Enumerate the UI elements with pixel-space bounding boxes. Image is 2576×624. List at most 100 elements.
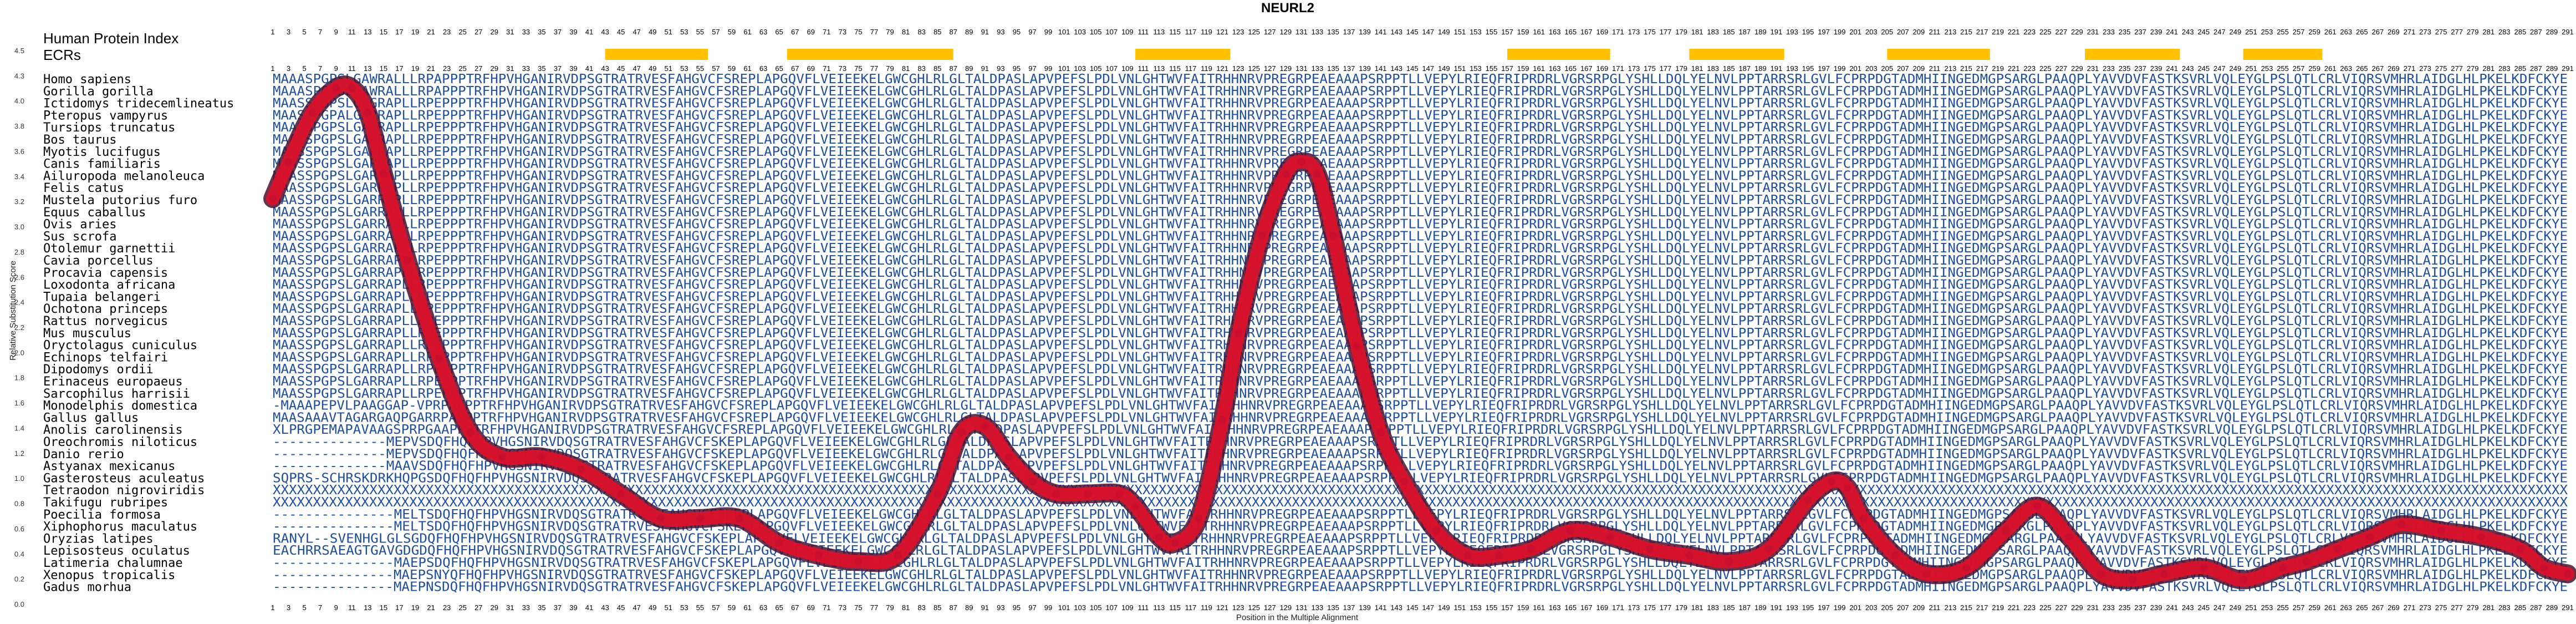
y-tick-7: 3.0 — [14, 223, 24, 231]
human-index-tick-231: 231 — [2087, 28, 2099, 36]
human-index-tick-31: 31 — [506, 28, 514, 36]
sequence-row: MAASSPGPSLGARRAPLLRPEPPPTRFHPVHGANIRVDPS… — [273, 217, 2568, 232]
data-point-61 — [2033, 502, 2042, 510]
ecr-bar-3 — [1135, 49, 1231, 60]
sequence-row: RANYL--SVENHGLGLSGDQFHQFHPVHGSNIRVDQSGTR… — [273, 531, 2568, 546]
data-point-12 — [577, 465, 585, 473]
alignment-index-tick-73: 73 — [839, 64, 846, 73]
alignment-index-tick-143: 143 — [1390, 64, 1402, 73]
alignment-index-tick-7: 7 — [318, 64, 322, 73]
human-index-tick-223: 223 — [2023, 28, 2036, 36]
alignment-index-tick-5: 5 — [302, 64, 306, 73]
human-index-tick-135: 135 — [1327, 28, 1339, 36]
data-point-47 — [1567, 526, 1575, 535]
alignment-index-tick-201: 201 — [1849, 64, 1861, 73]
human-index-tick-83: 83 — [917, 28, 925, 36]
alignment-index-tick-179: 179 — [1675, 64, 1687, 73]
alignment-index-tick-bottom-165: 165 — [1564, 603, 1577, 612]
human-index-tick-125: 125 — [1248, 28, 1260, 36]
alignment-index-tick-27: 27 — [475, 64, 482, 73]
alignment-index-tick-263: 263 — [2340, 64, 2352, 73]
substitution-curve — [263, 75, 2576, 590]
alignment-index-tick-bottom-219: 219 — [1992, 603, 2004, 612]
alignment-index-tick-bottom-21: 21 — [427, 603, 435, 612]
alignment-index-tick-bottom-227: 227 — [2055, 603, 2067, 612]
alignment-index-tick-bottom-13: 13 — [364, 603, 371, 612]
human-index-tick-261: 261 — [2324, 28, 2337, 36]
alignment-index-tick-bottom-37: 37 — [554, 603, 562, 612]
alignment-index-tick-113: 113 — [1154, 64, 1165, 73]
alignment-index-tick-85: 85 — [934, 64, 941, 73]
y-tick-20: 0.4 — [14, 550, 24, 558]
alignment-index-tick-109: 109 — [1121, 64, 1134, 73]
sequence-row: MAASSPGPSLGARRAPLLRPEPPPTRFHPVHGANIRVDPS… — [273, 387, 2568, 401]
data-point-65 — [2160, 570, 2168, 578]
ecr-bar-1 — [605, 49, 708, 60]
alignment-index-tick-279: 279 — [2467, 64, 2479, 73]
species-name: Rattus norvegicus — [43, 314, 168, 328]
alignment-index-tick-bottom-245: 245 — [2197, 603, 2210, 612]
data-point-9 — [466, 428, 475, 437]
sequence-row: MAASSPGPSLGARRAPLLRPEPPPTRFHPVHGANIRVDPS… — [273, 314, 2568, 328]
alignment-index-tick-53: 53 — [680, 64, 688, 73]
alignment-index-tick-69: 69 — [807, 64, 815, 73]
alignment-index-tick-187: 187 — [1738, 64, 1751, 73]
alignment-index-tick-37: 37 — [554, 64, 562, 73]
alignment-index-tick-181: 181 — [1691, 64, 1703, 73]
human-index-tick-139: 139 — [1359, 28, 1371, 36]
alignment-index-tick-211: 211 — [1929, 64, 1941, 73]
alignment-index-tick-275: 275 — [2435, 64, 2447, 73]
species-name: Ochotona princeps — [43, 302, 168, 316]
human-index-tick-127: 127 — [1264, 28, 1276, 36]
alignment-index-tick-bottom-257: 257 — [2293, 603, 2305, 612]
data-point-51 — [1725, 557, 1733, 566]
alignment-index-tick-79: 79 — [886, 64, 894, 73]
human-index-tick-193: 193 — [1786, 28, 1798, 36]
data-point-38 — [1313, 170, 1322, 178]
y-tick-10: 2.4 — [14, 298, 24, 307]
alignment-index-tick-45: 45 — [617, 64, 625, 73]
human-index-tick-99: 99 — [1044, 28, 1052, 36]
alignment-index-tick-bottom-51: 51 — [665, 603, 672, 612]
species-name: Homo sapiens — [43, 73, 131, 87]
species-name: Cavia porcellus — [43, 254, 154, 268]
alignment-index-tick-bottom-185: 185 — [1723, 603, 1735, 612]
species-name: Bos taurus — [43, 133, 116, 147]
y-tick-22: 0.0 — [14, 600, 24, 608]
alignment-index-tick-15: 15 — [380, 64, 387, 73]
human-index-tick-229: 229 — [2071, 28, 2083, 36]
sequence-row: MAASSPGPSLGARRAPLLRPEPPPTRFHPVHGANIRVDPS… — [273, 374, 2568, 389]
alignment-index-tick-bottom-157: 157 — [1501, 603, 1513, 612]
alignment-index-tick-bottom-111: 111 — [1137, 603, 1149, 612]
y-tick-17: 1.0 — [14, 474, 24, 483]
alignment-index-tick-271: 271 — [2404, 64, 2416, 73]
data-point-23 — [981, 422, 989, 430]
data-point-44 — [1463, 551, 1472, 560]
alignment-index-tick-23: 23 — [443, 64, 451, 73]
alignment-index-tick-229: 229 — [2071, 64, 2083, 73]
alignment-index-tick-153: 153 — [1470, 64, 1482, 73]
human-index-tick-93: 93 — [997, 28, 1004, 36]
data-point-75 — [2516, 545, 2524, 554]
human-index-tick-281: 281 — [2482, 28, 2495, 36]
human-index-tick-279: 279 — [2467, 28, 2479, 36]
data-point-43 — [1432, 526, 1440, 535]
data-point-50 — [1685, 551, 1693, 560]
alignment-index-tick-bottom-277: 277 — [2451, 603, 2463, 612]
alignment-index-tick-29: 29 — [490, 64, 498, 73]
alignment-index-tick-145: 145 — [1406, 64, 1419, 73]
alignment-index-tick-bottom-187: 187 — [1738, 603, 1751, 612]
alignment-index-tick-bottom-231: 231 — [2087, 603, 2099, 612]
alignment-index-tick-121: 121 — [1216, 64, 1228, 73]
alignment-index-tick-59: 59 — [728, 64, 736, 73]
data-point-31 — [1171, 539, 1179, 547]
alignment-index-tick-135: 135 — [1327, 64, 1339, 73]
human-index-tick-45: 45 — [617, 28, 625, 36]
human-index-tick-153: 153 — [1470, 28, 1482, 36]
human-index-tick-113: 113 — [1154, 28, 1165, 36]
alignment-index-tick-bottom-285: 285 — [2514, 603, 2526, 612]
alignment-index-tick-25: 25 — [458, 64, 466, 73]
ecr-bar-5 — [1689, 49, 1784, 60]
human-index-tick-191: 191 — [1771, 28, 1783, 36]
